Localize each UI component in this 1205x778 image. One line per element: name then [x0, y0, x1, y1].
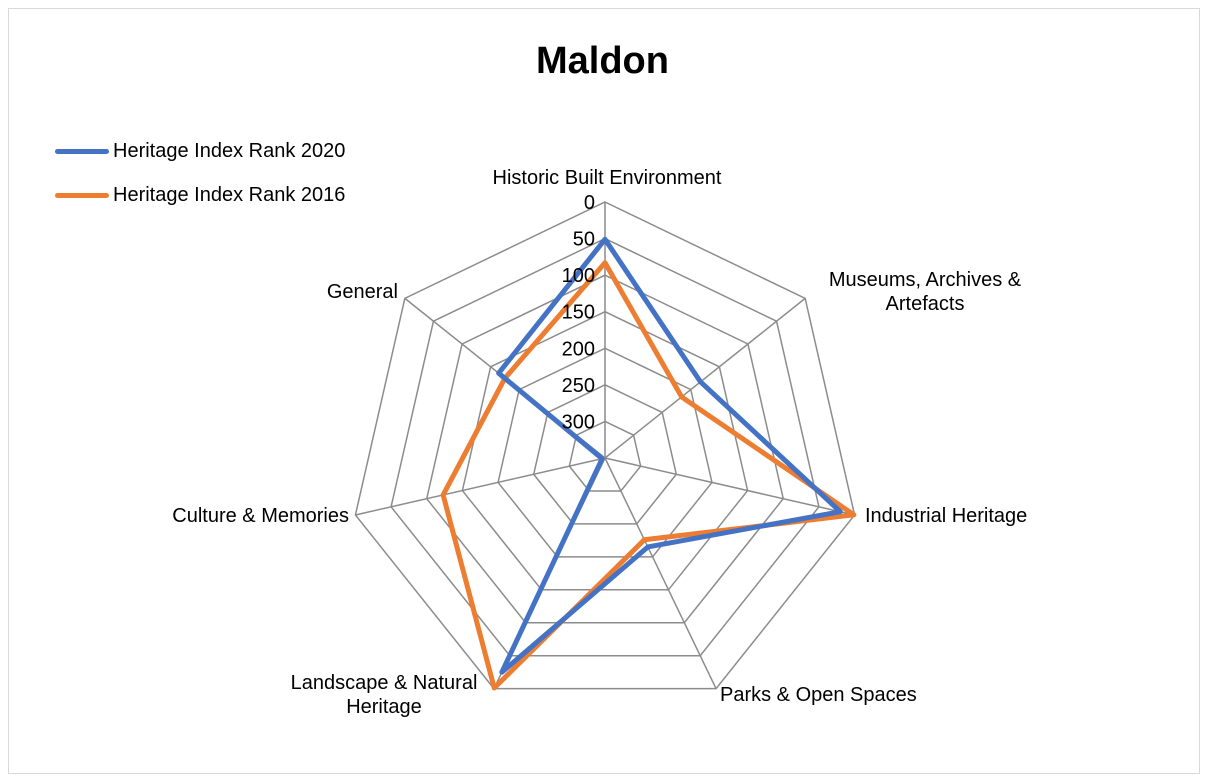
series-line-2020 [496, 236, 843, 675]
spoke-2 [604, 457, 855, 516]
grid-ring-250 [532, 384, 678, 525]
tick-label-250: 250 [562, 375, 595, 397]
grid-ring-300 [568, 420, 642, 492]
category-label-3: Parks & Open Spaces [720, 684, 917, 706]
category-label-0: Historic Built Environment [493, 167, 722, 189]
category-label-6: General [327, 281, 398, 303]
category-label-2: Industrial Heritage [865, 505, 1027, 527]
grid-ring-0 [354, 201, 856, 690]
category-label-4: Landscape & Natural Heritage [291, 672, 478, 718]
legend-label-2020: Heritage Index Rank 2020 [113, 139, 346, 162]
tick-label-200: 200 [562, 338, 595, 360]
tick-label-50: 50 [573, 229, 595, 251]
legend-item-2020: Heritage Index Rank 2020 [55, 129, 345, 173]
tick-label-150: 150 [562, 302, 595, 324]
chart-area [8, 8, 1200, 774]
legend-swatch-2020 [55, 148, 109, 154]
tick-label-0: 0 [584, 192, 595, 214]
legend-label-2016: Heritage Index Rank 2016 [113, 183, 346, 206]
series-line-2016 [440, 260, 857, 691]
category-label-5: Culture & Memories [172, 505, 349, 527]
chart-title: Maldon [536, 40, 669, 82]
spoke-5 [355, 457, 606, 516]
spoke-1 [604, 297, 806, 459]
legend: Heritage Index Rank 2020 Heritage Index … [55, 129, 345, 217]
legend-item-2016: Heritage Index Rank 2016 [55, 173, 345, 217]
grid-ring-150 [461, 310, 749, 591]
legend-swatch-2016 [55, 192, 109, 198]
tick-label-300: 300 [562, 411, 595, 433]
grid-ring-50 [390, 237, 820, 657]
tick-label-100: 100 [562, 265, 595, 287]
category-label-1: Museums, Archives & Artefacts [829, 269, 1022, 315]
spoke-3 [604, 457, 717, 689]
grid-ring-100 [425, 274, 785, 624]
